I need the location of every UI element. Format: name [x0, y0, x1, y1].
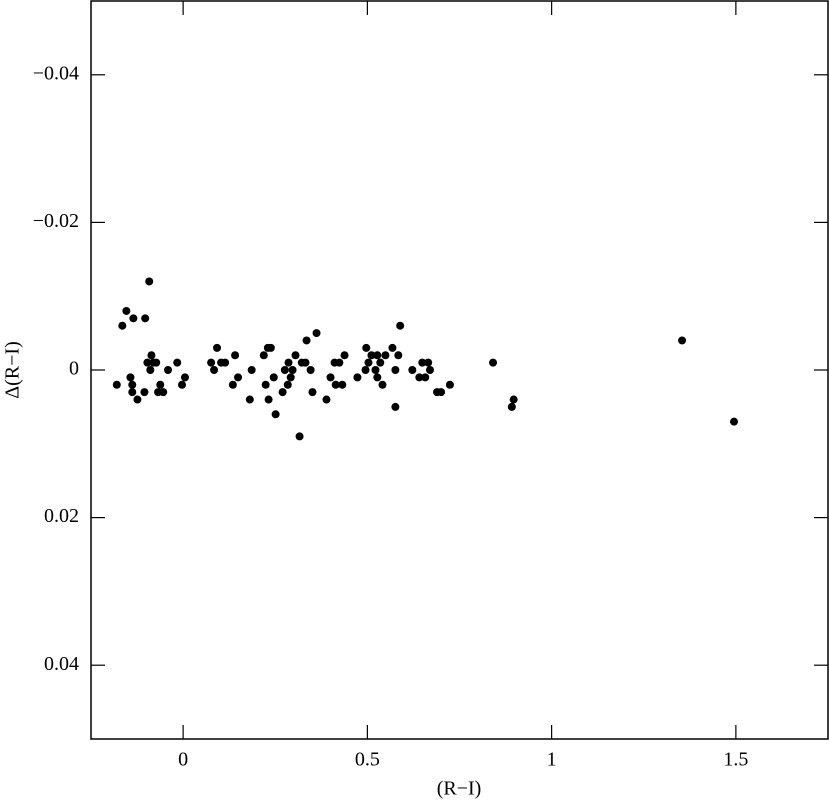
point — [140, 388, 149, 397]
point — [173, 358, 182, 367]
point — [156, 380, 165, 389]
point — [489, 358, 498, 367]
point — [271, 410, 280, 419]
point — [141, 314, 150, 323]
point — [388, 343, 397, 352]
point — [308, 388, 317, 397]
y-tick-label: 0.02 — [44, 505, 79, 527]
point — [147, 351, 156, 360]
point — [424, 358, 433, 367]
point — [437, 388, 446, 397]
point — [283, 380, 292, 389]
point — [269, 373, 278, 382]
x-tick-label: 0.5 — [355, 749, 380, 771]
point — [301, 358, 310, 367]
point — [207, 358, 216, 367]
point — [376, 358, 385, 367]
point — [247, 366, 256, 374]
point — [302, 336, 311, 345]
point — [159, 388, 168, 397]
point — [326, 373, 335, 382]
point — [381, 351, 390, 360]
point — [128, 380, 137, 389]
point — [391, 402, 400, 411]
x-tick-label: 0 — [178, 749, 188, 771]
point — [367, 351, 376, 360]
point — [213, 343, 222, 352]
y-tick-label: −0.02 — [33, 210, 79, 232]
point — [322, 395, 331, 404]
point — [509, 395, 518, 404]
point — [362, 343, 371, 352]
point — [145, 277, 154, 286]
x-tick-label: 1.5 — [723, 749, 748, 771]
x-axis-label: (R−I) — [437, 778, 482, 800]
point — [415, 373, 424, 382]
point — [259, 351, 268, 360]
point — [122, 306, 131, 315]
point — [284, 358, 293, 367]
point — [118, 321, 127, 330]
point — [378, 380, 387, 389]
point — [353, 373, 362, 382]
y-tick-label: −0.04 — [33, 62, 79, 84]
point — [373, 373, 382, 382]
point — [143, 358, 152, 367]
point — [391, 366, 400, 374]
point — [261, 380, 270, 389]
point — [371, 366, 380, 374]
point — [128, 388, 137, 397]
point — [730, 417, 739, 426]
point — [678, 336, 687, 345]
point — [129, 314, 138, 323]
point — [396, 321, 405, 330]
point — [418, 358, 427, 367]
point — [364, 358, 373, 367]
point — [288, 366, 297, 374]
y-axis-label: Δ(R−I) — [2, 341, 24, 398]
point — [338, 380, 347, 389]
point — [445, 380, 454, 389]
point — [126, 373, 135, 382]
point — [507, 402, 516, 411]
point — [280, 366, 289, 374]
point — [335, 358, 344, 367]
point — [228, 380, 237, 389]
point — [278, 388, 287, 397]
point — [231, 351, 240, 360]
point — [394, 351, 403, 360]
point — [421, 373, 430, 382]
point — [266, 343, 275, 352]
y-tick-label: 0 — [69, 358, 79, 380]
point — [312, 329, 321, 338]
y-tick-label: 0.04 — [44, 653, 79, 675]
plot-frame — [90, 0, 829, 740]
point — [146, 366, 155, 374]
point — [295, 432, 304, 441]
point — [408, 366, 417, 374]
point — [112, 380, 121, 389]
point — [178, 380, 187, 389]
point — [133, 395, 142, 404]
point — [426, 366, 435, 374]
point — [306, 366, 315, 374]
point — [264, 395, 273, 404]
point — [245, 395, 254, 404]
point — [164, 366, 173, 374]
point — [291, 351, 300, 360]
point — [234, 373, 243, 382]
x-tick-label: 1 — [547, 749, 557, 771]
point — [221, 358, 230, 367]
point — [361, 366, 370, 374]
point — [210, 366, 219, 374]
point — [331, 380, 340, 389]
point — [152, 358, 161, 367]
point — [340, 351, 349, 360]
point — [373, 351, 382, 360]
point — [180, 373, 189, 382]
point — [286, 373, 295, 382]
